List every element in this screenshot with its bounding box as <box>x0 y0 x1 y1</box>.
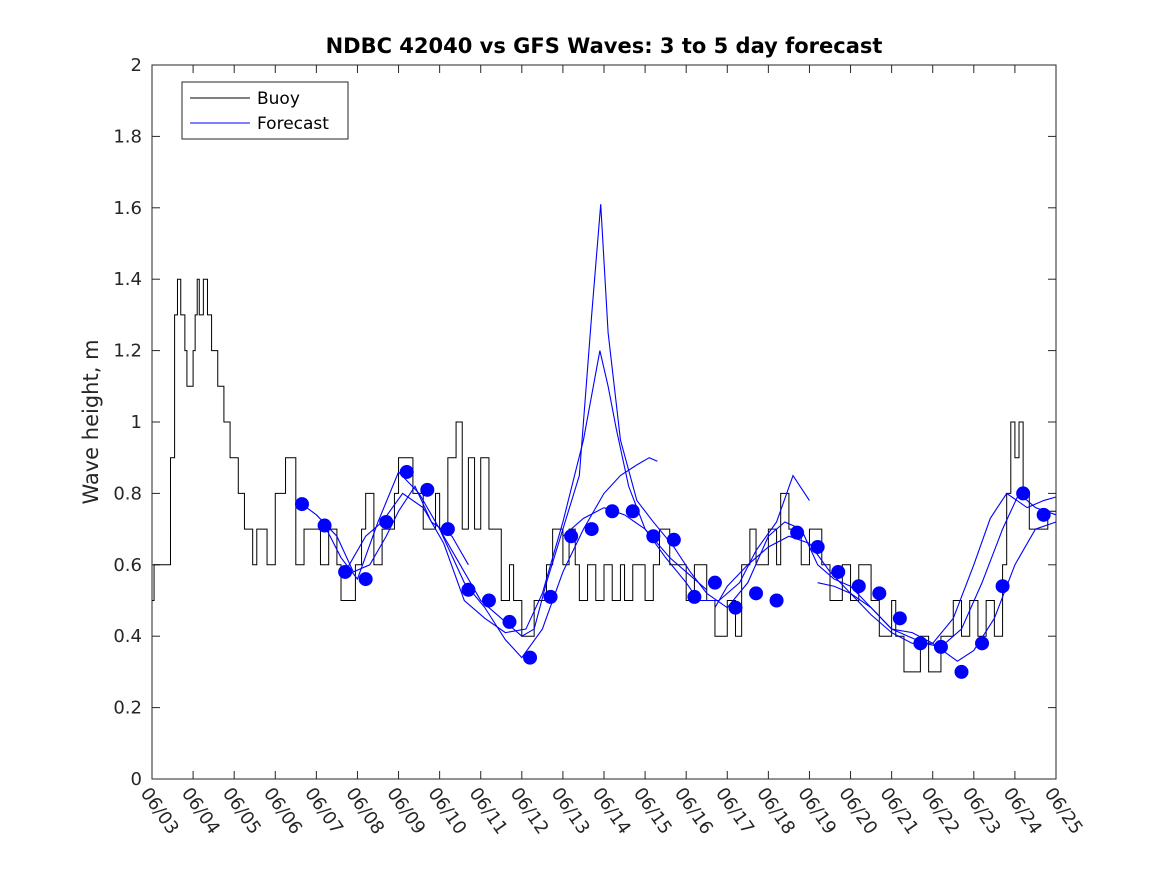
forecast-point <box>461 582 476 597</box>
forecast-point <box>954 664 969 679</box>
forecast-point <box>294 497 309 512</box>
forecast-point <box>1036 507 1051 522</box>
forecast-series-line <box>714 521 1057 662</box>
y-tick-label: 1.2 <box>113 341 142 362</box>
forecast-point <box>317 518 332 533</box>
forecast-point <box>564 529 579 544</box>
y-tick-label: 2 <box>131 55 142 76</box>
forecast-point <box>358 572 373 587</box>
forecast-point <box>851 579 866 594</box>
forecast-point <box>687 589 702 604</box>
forecast-point <box>666 532 681 547</box>
y-tick-label: 0.4 <box>113 626 142 647</box>
legend-box <box>181 81 349 140</box>
forecast-point <box>584 522 599 537</box>
forecast-point <box>707 575 722 590</box>
plot-area: 00.20.40.60.811.21.41.61.8206/0306/0406/… <box>113 55 1087 838</box>
y-tick-label: 0 <box>131 769 142 790</box>
y-tick-label: 0.2 <box>113 698 142 719</box>
forecast-point <box>1016 486 1031 501</box>
forecast-point <box>420 482 435 497</box>
forecast-series-line <box>817 492 1057 644</box>
forecast-series-line <box>324 457 658 659</box>
chart-title: NDBC 42040 vs GFS Waves: 3 to 5 day fore… <box>326 34 883 58</box>
forecast-point <box>995 579 1010 594</box>
y-axis-label: Wave height, m <box>79 339 103 504</box>
forecast-point <box>892 611 907 626</box>
legend: Buoy Forecast <box>181 81 349 140</box>
forecast-point <box>440 522 455 537</box>
forecast-point <box>481 593 496 608</box>
y-tick-label: 0.6 <box>113 555 142 576</box>
axes-box <box>151 64 1057 780</box>
forecast-point <box>502 614 517 629</box>
forecast-point <box>605 504 620 519</box>
forecast-point <box>625 504 640 519</box>
y-tick-label: 1.6 <box>113 198 142 219</box>
forecast-point <box>399 464 414 479</box>
forecast-point <box>790 525 805 540</box>
forecast-point <box>933 639 948 654</box>
forecast-point <box>810 539 825 554</box>
forecast-point <box>749 586 764 601</box>
forecast-point <box>379 514 394 529</box>
forecast-point <box>523 650 538 665</box>
y-tick-label: 1.8 <box>113 126 142 147</box>
forecast-point <box>913 636 928 651</box>
forecast-point <box>728 600 743 615</box>
y-tick-label: 1 <box>131 412 142 433</box>
forecast-point <box>872 586 887 601</box>
y-tick-label: 0.8 <box>113 483 142 504</box>
forecast-point <box>831 564 846 579</box>
y-tick-label: 1.4 <box>113 269 142 290</box>
forecast-point <box>338 564 353 579</box>
forecast-point <box>543 589 558 604</box>
forecast-point <box>646 529 661 544</box>
legend-buoy-label: Buoy <box>257 89 300 109</box>
forecast-point <box>769 593 784 608</box>
forecast-point <box>975 636 990 651</box>
legend-forecast-label: Forecast <box>257 114 329 134</box>
forecast-series-line <box>344 350 708 634</box>
